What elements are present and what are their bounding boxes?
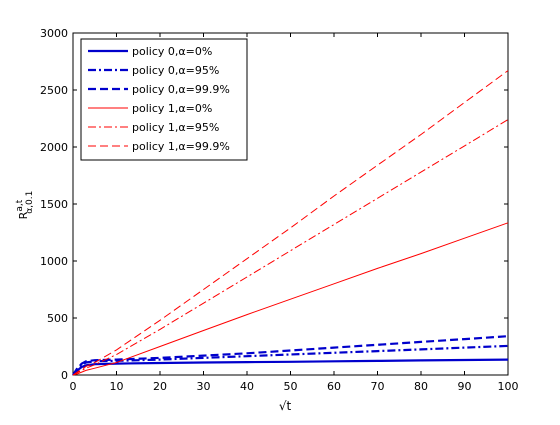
x-tick-label: 20 [153, 380, 167, 393]
series-line-2 [72, 335, 509, 376]
x-tick-label: 70 [371, 380, 385, 393]
x-tick-label: 0 [70, 380, 77, 393]
y-axis-label-superscript: a,t [15, 199, 25, 211]
series-line-5 [72, 70, 509, 376]
x-tick-label: 50 [284, 380, 298, 393]
legend-label-0: policy 0,α=0% [132, 45, 212, 58]
legend-label-3: policy 1,α=0% [132, 102, 212, 115]
y-tick-label: 0 [61, 369, 68, 382]
y-axis-label: Ra,tα,0.1 [15, 191, 35, 220]
x-axis-label-text: √t [279, 399, 292, 413]
x-tick-label: 100 [498, 380, 519, 393]
x-tick-label: 40 [240, 380, 254, 393]
y-tick-label: 2500 [40, 84, 68, 97]
y-tick-label: 2000 [40, 141, 68, 154]
series-line-1 [72, 344, 509, 376]
y-tick-label: 500 [47, 312, 68, 325]
legend-items: policy 0,α=0% policy 0,α=95% policy 0,α=99… [88, 45, 230, 153]
y-axis-label-subscript: α,0.1 [25, 191, 35, 214]
series-line-4 [72, 119, 509, 376]
x-tick-label: 80 [414, 380, 428, 393]
x-tick-label: 30 [197, 380, 211, 393]
legend-label-2: policy 0,α=99.9% [132, 83, 230, 96]
legend-label-5: policy 1,α=99.9% [132, 140, 230, 153]
legend-box [80, 38, 248, 161]
x-tick-label: 90 [458, 380, 472, 393]
y-tick-label: 1500 [40, 198, 68, 211]
x-tick-label: 10 [110, 380, 124, 393]
legend-label-4: policy 1,α=95% [132, 121, 219, 134]
y-tick-label: 1000 [40, 255, 68, 268]
y-axis-label-base: R [17, 211, 30, 219]
legend-label-1: policy 0,α=95% [132, 64, 219, 77]
y-axis-label-text: Ra,tα,0.1 [15, 191, 35, 220]
legend: policy 0,α=0% policy 0,α=95% policy 0,α=99… [80, 38, 248, 161]
series-line-3 [72, 222, 509, 376]
x-axis-label: √t [279, 399, 292, 413]
y-tick-label: 3000 [40, 27, 68, 40]
series-lines [72, 70, 509, 376]
x-tick-label: 60 [327, 380, 341, 393]
y-axis-ticks: 0 500 1000 1500 2000 2500 3000 [40, 27, 508, 382]
series-line-0 [72, 358, 509, 376]
x-axis-ticks: 0 10 20 30 40 50 60 70 80 90 100 [70, 33, 519, 393]
